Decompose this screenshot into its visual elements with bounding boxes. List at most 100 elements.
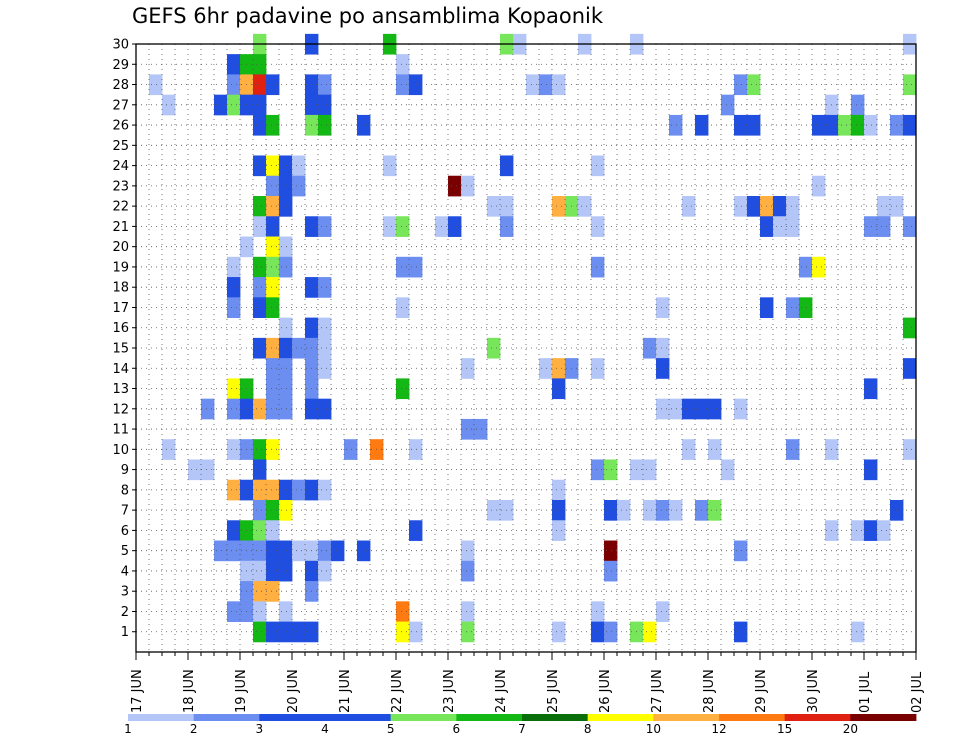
y-tick-label: 4 <box>121 564 129 579</box>
heatmap-cell <box>253 479 267 501</box>
heatmap-cell <box>318 540 332 562</box>
heatmap-cell <box>578 196 592 217</box>
heatmap-cell <box>279 175 293 197</box>
colorbar-segment <box>193 714 260 721</box>
colorbar-segment <box>719 714 786 721</box>
heatmap-cell <box>279 560 293 582</box>
heatmap-cell <box>253 256 267 278</box>
heatmap-cell <box>253 560 267 582</box>
heatmap-cell <box>591 601 605 622</box>
heatmap-cell <box>669 114 683 136</box>
heatmap-cell <box>604 560 618 582</box>
heatmap-cell <box>357 114 371 136</box>
colorbar-segment <box>128 714 195 721</box>
heatmap-cell <box>396 256 410 278</box>
heatmap-cell <box>357 540 371 562</box>
x-tick-label: 27 JUN <box>650 669 665 713</box>
heatmap-cell <box>396 74 410 96</box>
heatmap-cell <box>318 74 332 96</box>
y-tick-label: 23 <box>112 179 129 194</box>
heatmap-cell <box>253 439 267 460</box>
y-tick-label: 15 <box>112 342 129 357</box>
heatmap-cell <box>331 540 345 562</box>
heatmap-cell <box>461 621 475 643</box>
heatmap-cell <box>266 297 280 318</box>
x-tick-label: 28 JUN <box>702 669 717 713</box>
y-tick-label: 5 <box>121 544 129 559</box>
heatmap-cell <box>318 337 332 359</box>
colorbar-label: 12 <box>711 722 726 736</box>
heatmap-cell <box>149 74 163 96</box>
heatmap-cell <box>552 196 566 217</box>
heatmap-cell <box>903 439 917 460</box>
heatmap-cell <box>643 337 657 359</box>
y-tick-label: 20 <box>112 240 129 255</box>
heatmap-cell <box>266 439 280 460</box>
colorbar-label: 7 <box>518 722 526 736</box>
colorbar-segment <box>259 714 326 721</box>
heatmap-cell <box>747 196 761 217</box>
heatmap-cell <box>279 621 293 643</box>
y-tick-label: 29 <box>112 58 129 73</box>
heatmap-cell <box>851 621 865 643</box>
heatmap-cell <box>903 317 917 339</box>
heatmap-cell <box>591 216 605 237</box>
heatmap-cell <box>734 621 748 643</box>
heatmap-cell <box>591 621 605 643</box>
heatmap-cell <box>539 74 553 96</box>
heatmap-cell <box>266 74 280 96</box>
heatmap-cell <box>786 297 800 318</box>
heatmap-cell <box>253 337 267 359</box>
heatmap-cell <box>279 358 293 379</box>
heatmap-cell <box>279 601 293 622</box>
heatmap-cell <box>266 277 280 298</box>
heatmap-cell <box>279 196 293 217</box>
heatmap-cell <box>318 398 332 420</box>
heatmap-cell <box>279 479 293 501</box>
heatmap-cell <box>864 378 878 400</box>
colorbar-segment <box>587 714 654 721</box>
heatmap-cell <box>396 297 410 318</box>
y-tick-label: 12 <box>112 402 129 417</box>
heatmap-cell <box>864 459 878 481</box>
heatmap-cell <box>409 520 423 541</box>
heatmap-cell <box>396 621 410 643</box>
heatmap-cell <box>812 114 826 136</box>
heatmap-cell <box>279 337 293 359</box>
heatmap-cell <box>552 378 566 400</box>
heatmap-cell <box>461 601 475 622</box>
heatmap-cell <box>526 74 540 96</box>
heatmap-cell <box>591 459 605 481</box>
heatmap-cell <box>266 621 280 643</box>
heatmap-cell <box>279 500 293 521</box>
heatmap-cell <box>253 216 267 237</box>
heatmap-cell <box>227 540 241 562</box>
heatmap-cell <box>656 500 670 521</box>
x-tick-label: 01 JUL <box>858 671 873 713</box>
heatmap-cell <box>214 94 228 116</box>
heatmap-cell <box>292 175 306 197</box>
heatmap-cell <box>318 216 332 237</box>
heatmap-cell <box>409 256 423 278</box>
heatmap-cell <box>266 236 280 258</box>
heatmap-cell <box>227 54 241 75</box>
y-tick-label: 10 <box>112 443 129 458</box>
heatmap-cell <box>292 540 306 562</box>
colorbar-label: 1 <box>124 722 132 736</box>
heatmap-cell <box>734 196 748 217</box>
heatmap-cell <box>266 540 280 562</box>
y-tick-label: 14 <box>112 362 129 377</box>
heatmap-cell <box>266 358 280 379</box>
heatmap-cell <box>604 500 618 521</box>
heatmap-cell <box>266 479 280 501</box>
heatmap-cell <box>617 500 631 521</box>
heatmap-cell <box>552 500 566 521</box>
heatmap-cell <box>643 500 657 521</box>
heatmap-cell <box>656 398 670 420</box>
heatmap-cell <box>604 459 618 481</box>
heatmap-cell <box>656 601 670 622</box>
heatmap-cell <box>643 621 657 643</box>
heatmap-cell <box>266 337 280 359</box>
heatmap-cell <box>721 459 735 481</box>
x-tick-label: 24 JUN <box>494 669 509 713</box>
